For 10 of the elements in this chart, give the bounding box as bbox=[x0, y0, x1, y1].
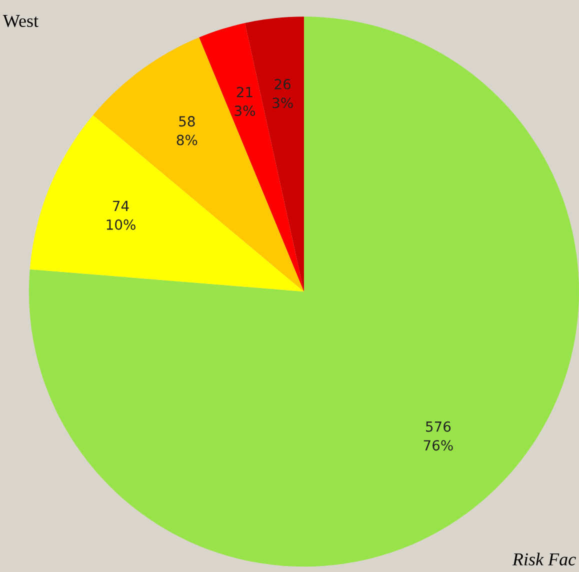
data-label: 26 3% bbox=[272, 78, 293, 108]
chart-title: West bbox=[2, 15, 38, 28]
pie-slice bbox=[30, 115, 304, 292]
data-label: 21 3% bbox=[234, 86, 255, 116]
text: Risk Fac bbox=[512, 552, 576, 566]
pie-slice bbox=[93, 37, 304, 292]
data-label: 58 8% bbox=[176, 116, 198, 146]
data-label: 74 10% bbox=[106, 200, 136, 230]
pie-slice bbox=[199, 23, 304, 292]
data-label: 576 76% bbox=[424, 421, 453, 451]
